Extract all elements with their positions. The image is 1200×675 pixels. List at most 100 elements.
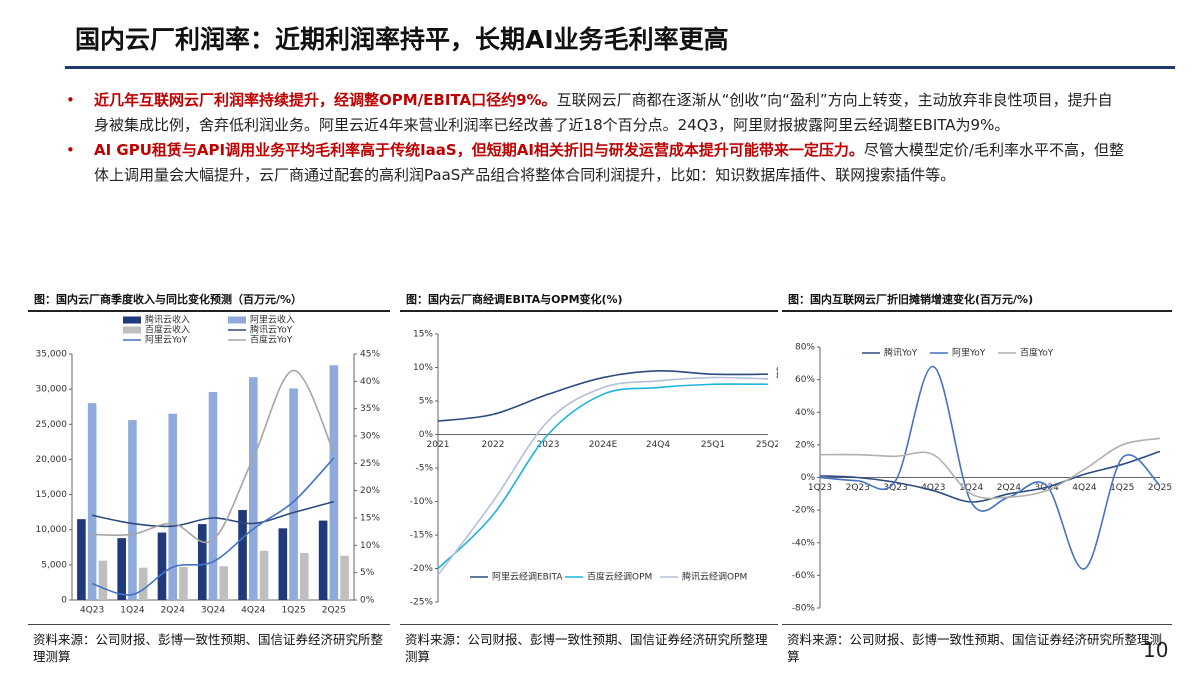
legend-swatch — [123, 316, 141, 324]
y-tick-label: 30,000 — [36, 385, 68, 395]
y-tick-label: -15% — [410, 531, 434, 541]
x-tick-label: 4Q24 — [241, 606, 266, 616]
chart-frame — [28, 310, 390, 625]
y-tick-label: -80% — [792, 604, 816, 614]
x-tick-label: 2Q23 — [846, 483, 870, 493]
bullet: 近几年互联网云厂利润率持续提升，经调整OPM/EBITA口径约9%。互联网云厂商… — [62, 88, 1127, 138]
bar — [208, 391, 218, 600]
bar — [98, 560, 108, 600]
legend-label: 腾讯云YoY — [250, 324, 293, 336]
bar — [259, 550, 269, 600]
bar — [77, 519, 86, 600]
legend-swatch — [228, 316, 246, 324]
bullet-highlight: AI GPU租赁与API调用业务平均毛利率高于传统IaaS，但短期AI相关折旧与… — [94, 141, 864, 159]
page-number: 10 — [1143, 638, 1169, 662]
x-tick-label: 4Q23 — [80, 606, 104, 616]
x-tick-label: 1Q25 — [1110, 483, 1134, 493]
x-tick-label: 2024E — [589, 440, 618, 450]
bar — [300, 552, 309, 600]
y-tick-label: 0% — [419, 430, 434, 440]
bullet-text: 尽管大模型定价/毛利率水平不高，但整体上调用量会大幅提升，云厂商通过配套的高利润… — [94, 141, 1124, 184]
y-tick-label: -40% — [792, 538, 816, 548]
x-tick-label: 1Q25 — [281, 606, 305, 616]
y-tick-label: 5,000 — [41, 560, 67, 570]
legend-label: 阿里云YoY — [145, 335, 188, 346]
legend-label: 腾讯云收入 — [145, 314, 190, 326]
value-label: 9% — [776, 367, 778, 377]
legend-label: 百度YoY — [1020, 347, 1054, 359]
legend-label: 百度云YoY — [250, 334, 293, 346]
y-tick-label: 20% — [795, 440, 815, 450]
chart-title: 图：国内云厂商经调EBITA与OPM变化(%) — [406, 293, 623, 306]
legend-label: 阿里YoY — [952, 348, 986, 359]
legend-label: 百度云经调OPM — [587, 571, 652, 583]
y2-tick-label: 30% — [360, 432, 380, 442]
bullet-text: 互联网云厂商都在逐渐从“创收”向“盈利”方向上转变，主动放弃非良性项目，提升自身… — [94, 91, 1113, 134]
y-tick-label: 5% — [419, 397, 434, 407]
bar — [329, 365, 339, 600]
y-tick-label: 60% — [795, 375, 815, 385]
x-tick-label: 3Q23 — [883, 483, 907, 493]
y2-tick-label: 40% — [360, 377, 380, 387]
line — [437, 370, 769, 422]
bar — [219, 566, 229, 600]
line — [92, 369, 335, 544]
chart: -25% -20% -15% -10% -5% 0% 5% 10% 15% 2021 2022 202… — [410, 330, 778, 608]
chart-frame — [782, 310, 1172, 625]
x-tick-label: 2Q24 — [997, 483, 1022, 493]
y2-tick-label: 35% — [360, 404, 380, 414]
chart: -80% -60% -40% -20% 0% 20% 40% 60% 80% 1Q23 2Q23 3Q… — [792, 343, 1172, 614]
x-tick-label: 2Q24 — [161, 606, 186, 616]
bar — [87, 403, 97, 600]
x-tick-label: 2022 — [482, 440, 505, 450]
x-tick-label: 3Q24 — [201, 606, 226, 616]
x-tick-label: 2023 — [537, 440, 560, 450]
bar — [168, 413, 178, 600]
y-tick-label: -25% — [410, 598, 434, 608]
y2-tick-label: 5% — [360, 568, 375, 578]
bar — [340, 555, 349, 600]
y-tick-label: 40% — [795, 408, 815, 418]
line — [91, 500, 335, 528]
y-tick-label: 15,000 — [36, 490, 68, 500]
y-tick-label: 25,000 — [36, 420, 68, 430]
x-tick-label: 25Q2 — [756, 440, 778, 450]
line — [819, 437, 1161, 500]
y-tick-label: -60% — [792, 571, 816, 581]
bar — [179, 566, 188, 600]
x-tick-label: 1Q24 — [959, 483, 984, 493]
chart-title: 图：国内云厂商季度收入与同比变化预测（百万元/%） — [34, 293, 303, 306]
x-tick-label: 25Q1 — [701, 440, 725, 450]
chart-title: 图：国内互联网云厂折旧摊销增速变化(百万元/%) — [788, 293, 1034, 306]
y-tick-label: 80% — [795, 343, 815, 353]
bar — [289, 388, 298, 600]
bar — [318, 520, 328, 600]
y-tick-label: -10% — [410, 497, 434, 507]
bar — [248, 377, 258, 600]
x-tick-label: 4Q24 — [1072, 483, 1097, 493]
legend-label: 腾讯云经调OPM — [682, 571, 747, 583]
y-tick-label: 35,000 — [36, 350, 68, 360]
chart: 0 5,000 10,000 15,000 20,000 25,000 30,000 35,0… — [36, 314, 381, 616]
bullet-list: 近几年互联网云厂利润率持续提升，经调整OPM/EBITA口径约9%。互联网云厂商… — [62, 88, 1127, 188]
chart-source: 资料来源：公司财报、彭博一致性预期、国信证券经济研究所整理测算 — [33, 632, 384, 664]
bar — [138, 567, 148, 600]
chart-frame — [400, 310, 778, 625]
x-tick-label: 2Q25 — [1148, 483, 1172, 493]
y2-tick-label: 20% — [360, 486, 380, 496]
line — [819, 365, 1161, 570]
y-tick-label: 20,000 — [36, 455, 68, 465]
title-rule — [65, 66, 1175, 69]
y-tick-label: 0% — [801, 473, 816, 483]
line — [437, 376, 769, 576]
x-tick-label: 1Q24 — [120, 606, 145, 616]
line — [437, 383, 769, 570]
legend-swatch — [123, 326, 141, 334]
value-label: 8% — [776, 371, 778, 381]
bullet-highlight: 近几年互联网云厂利润率持续提升，经调整OPM/EBITA口径约9%。 — [94, 91, 557, 109]
y-tick-label: 10,000 — [36, 525, 68, 535]
legend-label: 阿里云收入 — [250, 314, 295, 326]
slide-title: 国内云厂利润率：近期利润率持平，长期AI业务毛利率更高 — [75, 25, 729, 54]
y2-tick-label: 25% — [360, 459, 380, 469]
